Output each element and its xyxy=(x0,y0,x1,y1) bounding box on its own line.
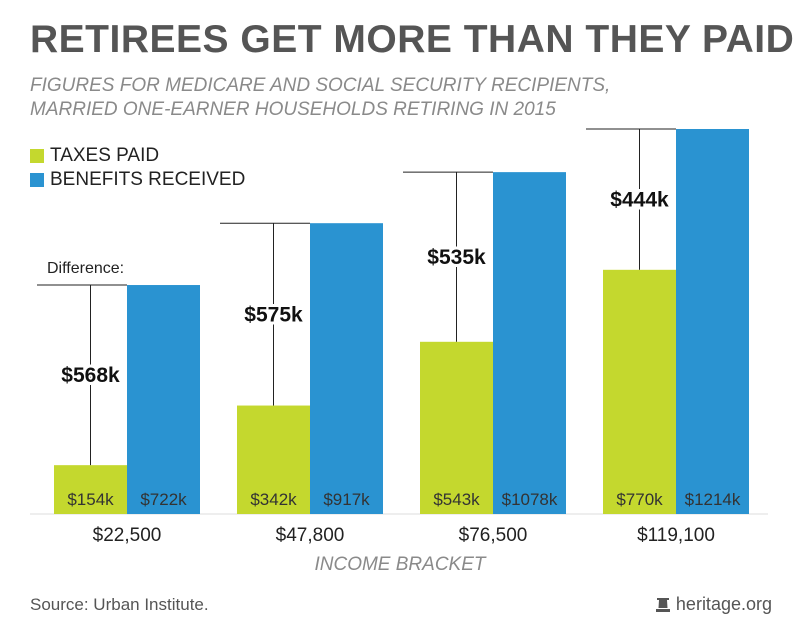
legend: TAXES PAID BENEFITS RECEIVED xyxy=(30,144,245,192)
taxes-value-label: $770k xyxy=(616,490,663,509)
bar-taxes-paid xyxy=(603,269,676,514)
brand-label: heritage.org xyxy=(675,594,772,614)
chart-title: RETIREES GET MORE THAN THEY PAID xyxy=(30,18,795,61)
benefits-value-label: $1214k xyxy=(685,490,741,509)
bell-icon xyxy=(655,597,670,612)
taxes-value-label: $543k xyxy=(433,490,480,509)
legend-label-taxes: TAXES PAID xyxy=(50,145,160,166)
brand: heritage.org xyxy=(655,594,772,615)
legend-swatch-benefits xyxy=(30,173,44,187)
taxes-value-label: $342k xyxy=(250,490,297,509)
difference-annotation: Difference: xyxy=(47,260,124,277)
chart-subtitle: FIGURES FOR MEDICARE AND SOCIAL SECURITY… xyxy=(30,74,610,122)
bar-benefits-received xyxy=(310,223,383,514)
bar-taxes-paid xyxy=(54,465,127,514)
category-label: $22,500 xyxy=(93,525,162,546)
benefits-value-label: $1078k xyxy=(502,490,558,509)
category-label: $47,800 xyxy=(276,525,345,546)
bar-benefits-received xyxy=(493,172,566,515)
legend-item-benefits: BENEFITS RECEIVED xyxy=(30,168,245,192)
subtitle-line-2: MARRIED ONE-EARNER HOUSEHOLDS RETIRING I… xyxy=(30,99,556,120)
taxes-value-label: $154k xyxy=(67,490,114,509)
difference-label: $535k xyxy=(427,246,486,269)
legend-item-taxes: TAXES PAID xyxy=(30,144,245,168)
benefits-value-label: $722k xyxy=(140,490,187,509)
bar-taxes-paid xyxy=(237,405,310,514)
difference-label: $444k xyxy=(610,188,669,211)
legend-swatch-taxes xyxy=(30,149,44,163)
bar-chart: $568k $154k $722k $22,500 $575k $342k $917k $47… xyxy=(30,128,768,575)
bar-benefits-received xyxy=(127,285,200,514)
legend-label-benefits: BENEFITS RECEIVED xyxy=(50,169,246,190)
category-label: $119,100 xyxy=(637,525,715,546)
x-axis-label: INCOME BRACKET xyxy=(314,554,486,575)
bar-benefits-received xyxy=(676,129,749,514)
source-note: Source: Urban Institute. xyxy=(30,595,209,614)
benefits-value-label: $917k xyxy=(323,490,370,509)
difference-label: $568k xyxy=(61,364,120,387)
category-label: $76,500 xyxy=(459,525,528,546)
bar-taxes-paid xyxy=(420,341,493,514)
subtitle-line-1: FIGURES FOR MEDICARE AND SOCIAL SECURITY… xyxy=(30,75,611,96)
difference-label: $575k xyxy=(244,303,303,326)
